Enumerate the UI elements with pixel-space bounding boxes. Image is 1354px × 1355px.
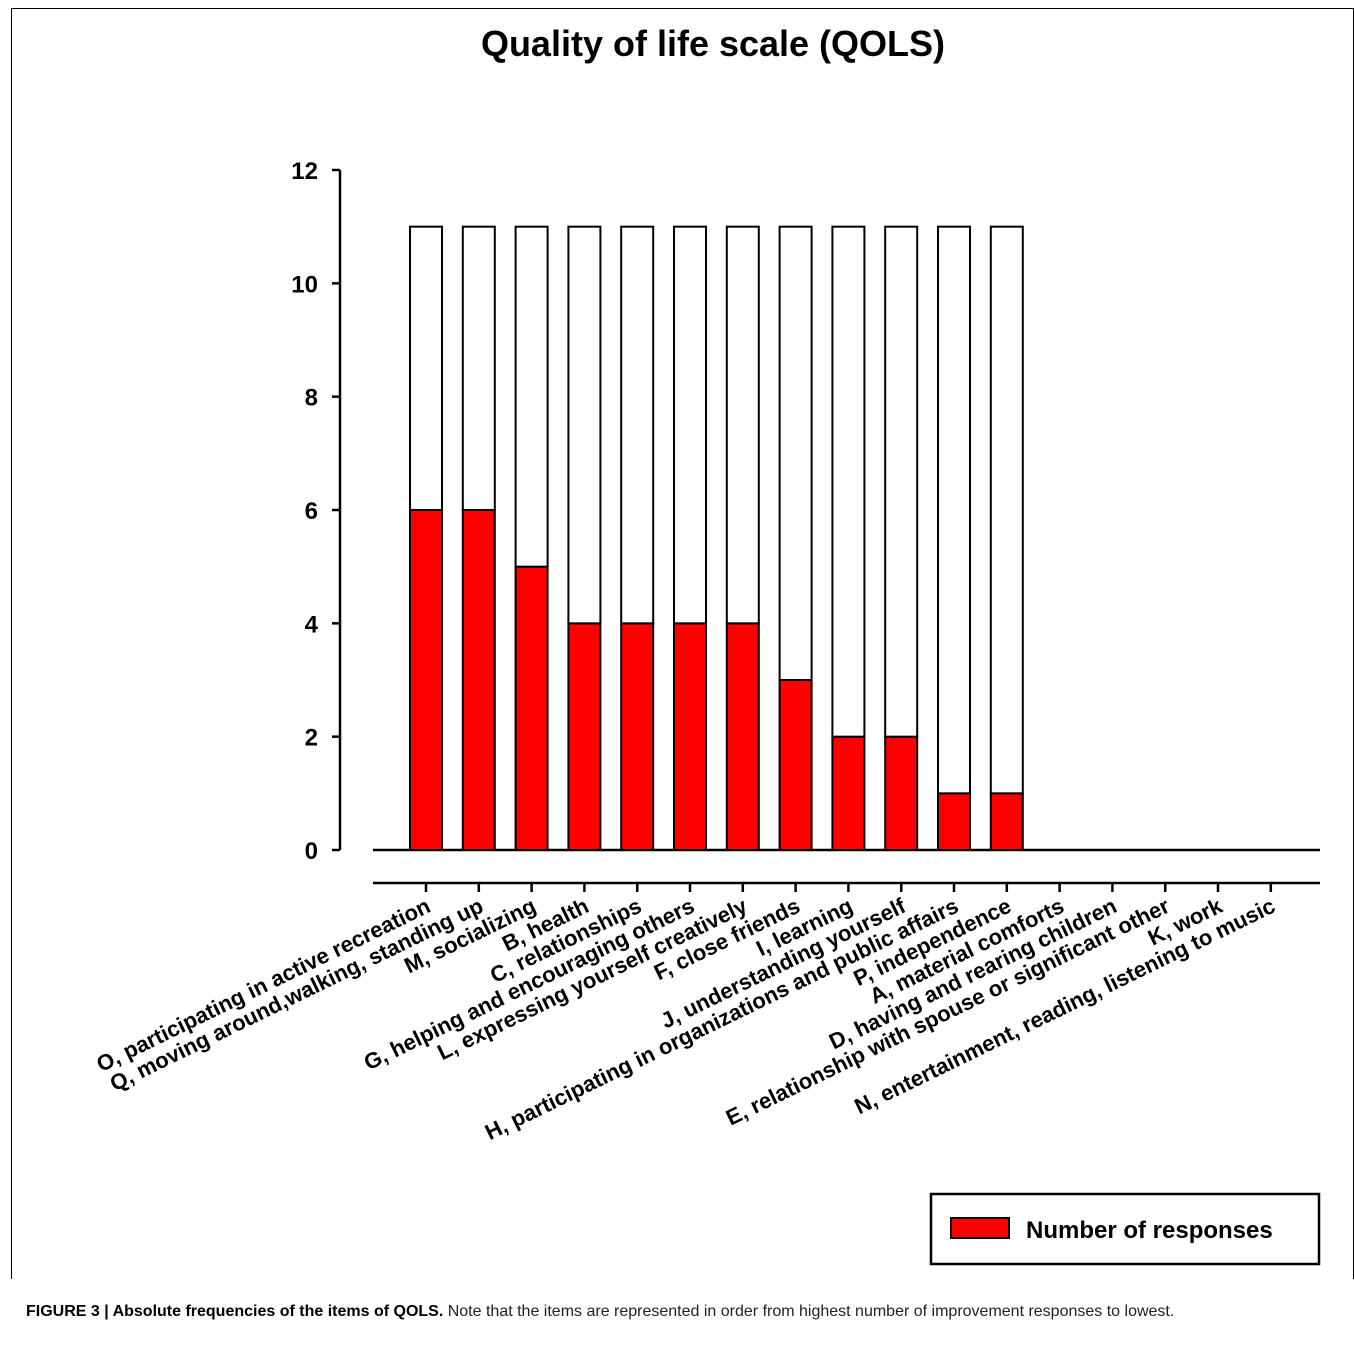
bar-remainder <box>461 225 496 512</box>
bar-responses <box>989 792 1024 851</box>
bar-responses <box>620 622 655 851</box>
bar-remainder <box>514 225 549 568</box>
bars <box>373 225 1320 852</box>
bar-remainder <box>831 225 866 738</box>
y-axis: 0 2 4 6 8 10 12 <box>291 158 342 865</box>
y-tick-label: 8 <box>305 385 318 412</box>
bar-remainder <box>778 225 813 682</box>
bar-remainder <box>989 225 1024 795</box>
y-tick-label: 0 <box>305 838 318 865</box>
y-tick-label: 2 <box>305 725 318 752</box>
bar-responses <box>831 735 866 852</box>
bar-responses <box>409 509 443 851</box>
y-tick-label: 10 <box>291 271 318 298</box>
bar-remainder <box>884 225 919 738</box>
bar-responses <box>514 565 549 852</box>
x-tick-label: Q, moving around,walking, standing up <box>106 893 487 1096</box>
chart-title: Quality of life scale (QOLS) <box>481 23 945 64</box>
chart: Quality of life scale (QOLS) 0 2 4 6 8 10 12 O… <box>92 23 1321 1266</box>
bar-responses <box>937 792 971 851</box>
x-axis: O, participating in active recreationQ, … <box>92 881 1320 1145</box>
bar-responses <box>567 622 602 851</box>
bar-responses <box>673 622 707 851</box>
bar-responses <box>725 622 760 851</box>
caption-text: Note that the items are represented in o… <box>443 1303 1175 1320</box>
y-tick-label: 4 <box>305 611 319 638</box>
bar-remainder <box>567 225 602 625</box>
bar-remainder <box>409 225 443 512</box>
bar-remainder <box>937 225 971 795</box>
bar-remainder <box>620 225 655 625</box>
bar-remainder <box>725 225 760 625</box>
figure-caption: FIGURE 3 | Absolute frequencies of the i… <box>26 1300 1326 1324</box>
y-tick-label: 12 <box>291 158 318 185</box>
legend-swatch <box>950 1217 1010 1239</box>
caption-label: FIGURE 3 | Absolute frequencies of the i… <box>26 1303 444 1320</box>
bar-remainder <box>673 225 707 625</box>
bar-responses <box>884 735 919 852</box>
legend-label: Number of responses <box>1026 1217 1273 1244</box>
bar-responses <box>778 679 813 851</box>
bar-responses <box>461 509 496 851</box>
y-tick-label: 6 <box>305 498 318 525</box>
legend: Number of responses <box>929 1192 1321 1266</box>
